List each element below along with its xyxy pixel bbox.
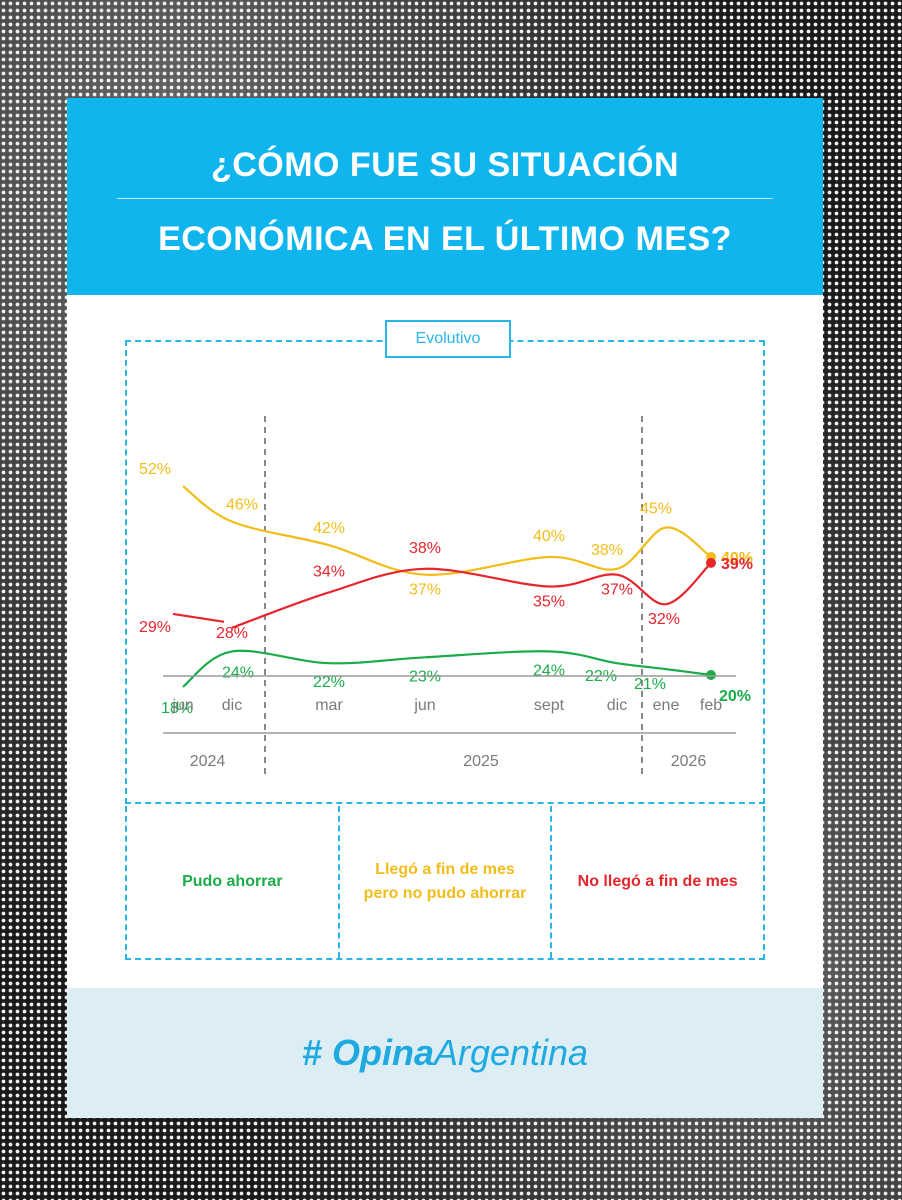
- series-green-line: [182, 649, 712, 688]
- x-tick-label: feb: [700, 697, 722, 714]
- line-chart: 18%24%22% 23% 24% 22% 21%20%52%46%42%37%40%3…: [139, 416, 753, 776]
- data-label-yellow: 40%: [533, 528, 565, 545]
- data-label-yellow: 38%: [591, 542, 623, 559]
- data-label-yellow: 46%: [226, 497, 258, 514]
- year-label: 2026: [671, 753, 707, 770]
- x-tick-label: dic: [222, 697, 242, 714]
- title-line-2: ECONÓMICA EN EL ÚLTIMO MES?: [158, 220, 732, 258]
- legend-item-no-llego: No llegó a fin de mes: [550, 806, 763, 958]
- data-label-green: 18%: [161, 700, 193, 717]
- title-banner: ¿CÓMO FUE SU SITUACIÓN ECONÓMICA EN EL Ú…: [67, 98, 823, 295]
- data-label-green: 24%: [222, 664, 254, 681]
- series-red-2024-line: [172, 612, 225, 623]
- x-tick-label: ene: [653, 697, 680, 714]
- x-tick-label: jun: [171, 697, 193, 714]
- legend-item-pudo-ahorrar: Pudo ahorrar: [182, 873, 283, 890]
- data-label-red: 34%: [313, 563, 345, 580]
- legend-item-llego-fin-de-mes: Llegó a fin de mes pero no pudo ahorrar: [337, 806, 551, 958]
- infographic-card: ¿CÓMO FUE SU SITUACIÓN ECONÓMICA EN EL Ú…: [67, 98, 823, 1118]
- evolutivo-tag: Evolutivo: [385, 320, 511, 358]
- series-yellow-line: [182, 485, 712, 576]
- x-tick-label: dic: [607, 697, 627, 714]
- footer: # OpinaArgentina: [67, 988, 823, 1118]
- data-label-yellow: 52%: [139, 461, 171, 478]
- title-divider: [117, 198, 773, 199]
- series-red-line: [231, 562, 712, 629]
- data-label-red: 39%: [721, 556, 753, 573]
- series-green-end-point: [706, 670, 716, 680]
- title-line-1: ¿CÓMO FUE SU SITUACIÓN: [210, 146, 680, 184]
- data-label-yellow: 40%: [721, 550, 753, 567]
- data-label-red: 37%: [601, 582, 633, 599]
- data-label-green: 22%: [313, 674, 345, 691]
- data-label-red: 35%: [533, 594, 565, 611]
- data-label-green: 20%: [719, 688, 751, 705]
- data-label-green: 21%: [634, 676, 666, 693]
- data-label-yellow: 37%: [409, 582, 441, 599]
- year-label: 2025: [463, 753, 499, 770]
- legend: Pudo ahorrar Llegó a fin de mes pero no …: [125, 806, 765, 960]
- x-tick-label: sept: [534, 697, 565, 714]
- x-tick-label: jun: [413, 697, 435, 714]
- data-label-green: 23%: [409, 668, 441, 685]
- series-red-end-point: [706, 557, 716, 568]
- data-label-yellow: 45%: [640, 501, 672, 518]
- brand-logo: # OpinaArgentina: [67, 1028, 823, 1078]
- hashtag-icon: #: [301, 1032, 322, 1073]
- data-label-red: 38%: [409, 540, 441, 557]
- data-label-red: 29%: [139, 619, 171, 636]
- x-tick-label: mar: [315, 697, 343, 714]
- data-label-yellow: 42%: [313, 520, 345, 537]
- data-label-red: 32%: [648, 611, 680, 628]
- year-label: 2024: [190, 753, 226, 770]
- data-label-green: 24%: [533, 662, 565, 679]
- data-label-red: 28%: [216, 625, 248, 642]
- brand-name: OpinaArgentina: [331, 1032, 589, 1073]
